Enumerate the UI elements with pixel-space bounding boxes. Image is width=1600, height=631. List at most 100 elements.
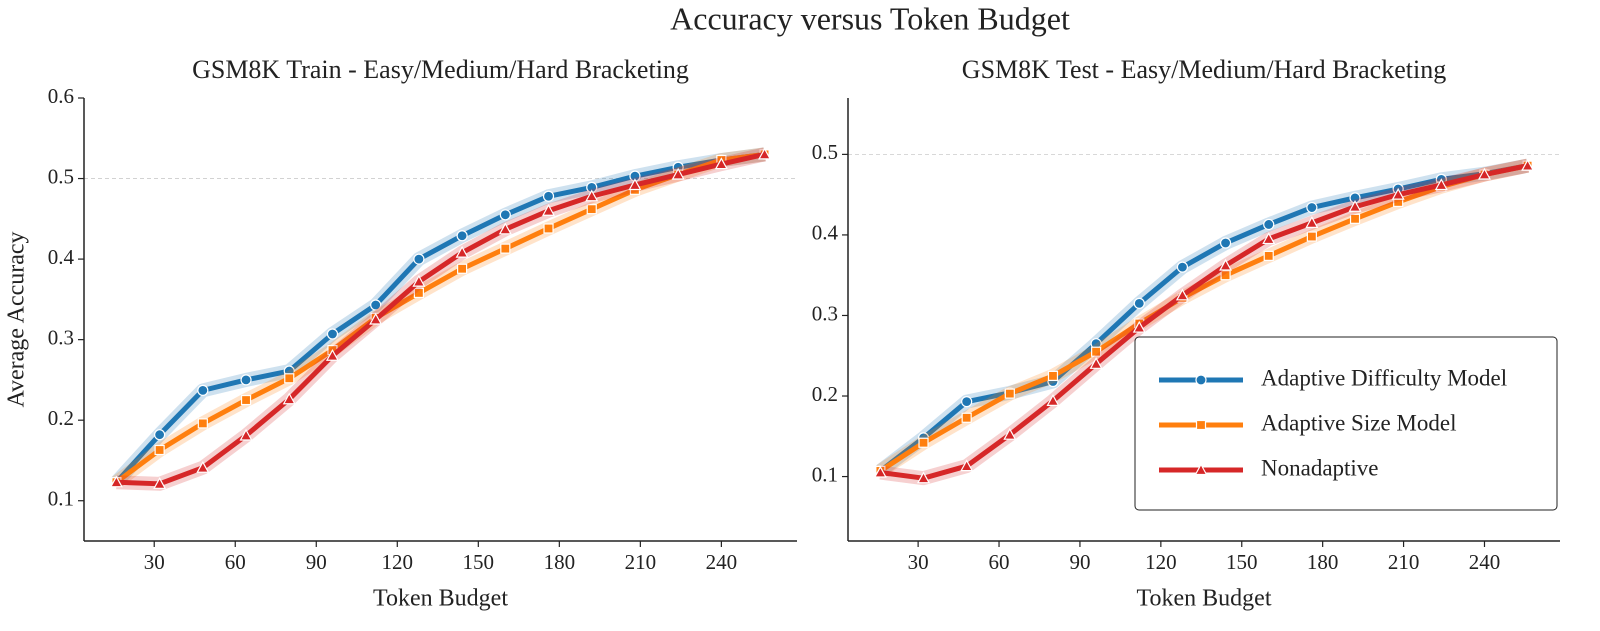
marker bbox=[1003, 427, 1017, 440]
marker bbox=[1348, 199, 1362, 212]
marker bbox=[370, 299, 382, 311]
marker bbox=[197, 418, 208, 429]
y-tick-label: 0.5 bbox=[812, 140, 838, 164]
x-tick-label: 90 bbox=[306, 550, 327, 574]
marker bbox=[1262, 232, 1276, 245]
series-line bbox=[878, 163, 1529, 474]
x-tick-label: 60 bbox=[989, 550, 1010, 574]
x-axis-label: Token Budget bbox=[373, 586, 508, 612]
marker bbox=[498, 222, 512, 235]
marker bbox=[413, 253, 425, 265]
marker bbox=[413, 287, 424, 299]
marker bbox=[1219, 258, 1233, 271]
marker bbox=[1219, 237, 1232, 249]
marker bbox=[412, 274, 426, 287]
marker bbox=[1004, 388, 1015, 399]
y-tick-label: 0.4 bbox=[812, 221, 839, 245]
marker bbox=[153, 477, 167, 489]
marker bbox=[714, 157, 728, 170]
chart-title: GSM8K Train - Easy/Medium/Hard Bracketin… bbox=[192, 55, 689, 84]
series-line bbox=[880, 163, 1529, 481]
x-tick-label: 60 bbox=[225, 550, 246, 574]
marker bbox=[671, 167, 685, 180]
marker bbox=[543, 223, 554, 234]
series-line bbox=[878, 163, 1529, 473]
marker bbox=[918, 437, 929, 448]
marker bbox=[1391, 187, 1405, 200]
marker bbox=[326, 328, 339, 340]
marker bbox=[239, 428, 253, 441]
x-tick-label: 120 bbox=[382, 550, 414, 574]
marker bbox=[1220, 270, 1231, 281]
marker bbox=[282, 392, 296, 405]
x-tick-label: 150 bbox=[1226, 550, 1258, 574]
series-line bbox=[114, 151, 765, 484]
marker bbox=[456, 230, 468, 242]
y-tick-label: 0.1 bbox=[812, 462, 838, 486]
marker bbox=[1521, 158, 1535, 171]
marker bbox=[542, 204, 556, 216]
y-tick-label: 0.2 bbox=[48, 406, 74, 430]
marker bbox=[1133, 297, 1145, 309]
marker bbox=[154, 444, 165, 456]
chart-title: GSM8K Test - Easy/Medium/Hard Bracketing bbox=[962, 55, 1446, 84]
marker bbox=[197, 384, 209, 396]
legend-label: Nonadaptive bbox=[1261, 455, 1379, 480]
marker bbox=[109, 475, 123, 488]
marker bbox=[542, 190, 555, 202]
marker bbox=[325, 348, 339, 361]
legend-label: Adaptive Size Model bbox=[1261, 410, 1456, 435]
x-tick-label: 210 bbox=[625, 550, 657, 574]
marker bbox=[873, 465, 887, 478]
y-tick-label: 0.4 bbox=[48, 245, 75, 269]
marker bbox=[369, 312, 383, 325]
x-tick-label: 240 bbox=[706, 550, 738, 574]
legend-label: Adaptive Difficulty Model bbox=[1261, 365, 1507, 390]
marker bbox=[1349, 213, 1361, 224]
marker bbox=[585, 189, 599, 202]
marker bbox=[1194, 463, 1208, 476]
marker bbox=[1477, 167, 1491, 180]
marker bbox=[1089, 357, 1103, 369]
y-tick-label: 0.5 bbox=[48, 164, 74, 188]
marker bbox=[1434, 178, 1448, 191]
x-tick-label: 150 bbox=[463, 550, 495, 574]
marker bbox=[1047, 370, 1059, 381]
x-axis-label: Token Budget bbox=[1137, 586, 1272, 612]
x-tick-label: 90 bbox=[1069, 550, 1090, 574]
marker bbox=[1195, 374, 1207, 386]
marker bbox=[586, 204, 597, 215]
marker bbox=[758, 147, 772, 160]
marker bbox=[284, 373, 295, 384]
y-axis-label: Average Accuracy bbox=[4, 231, 30, 407]
series-halo bbox=[116, 147, 767, 491]
marker bbox=[1176, 261, 1189, 273]
x-tick-label: 30 bbox=[144, 550, 165, 574]
figure-title: Accuracy versus Token Budget bbox=[670, 0, 1070, 36]
x-tick-label: 240 bbox=[1469, 550, 1501, 574]
marker bbox=[196, 460, 210, 473]
marker bbox=[960, 459, 974, 472]
marker bbox=[1306, 231, 1317, 242]
x-tick-label: 180 bbox=[544, 550, 576, 574]
marker bbox=[457, 263, 468, 274]
marker bbox=[455, 245, 469, 258]
marker bbox=[500, 243, 511, 254]
marker bbox=[1046, 394, 1060, 406]
series-halo bbox=[112, 147, 766, 488]
marker bbox=[961, 412, 972, 423]
marker bbox=[240, 394, 252, 406]
marker bbox=[499, 209, 511, 221]
marker bbox=[917, 471, 931, 484]
y-tick-label: 0.2 bbox=[812, 382, 838, 406]
marker bbox=[1263, 250, 1274, 261]
x-tick-label: 180 bbox=[1307, 550, 1339, 574]
marker bbox=[628, 178, 642, 191]
marker bbox=[1132, 320, 1146, 333]
series-line bbox=[114, 151, 765, 485]
marker bbox=[961, 396, 973, 408]
y-tick-label: 0.3 bbox=[812, 301, 838, 325]
marker bbox=[240, 374, 252, 386]
marker bbox=[1091, 346, 1102, 357]
x-tick-label: 210 bbox=[1388, 550, 1420, 574]
